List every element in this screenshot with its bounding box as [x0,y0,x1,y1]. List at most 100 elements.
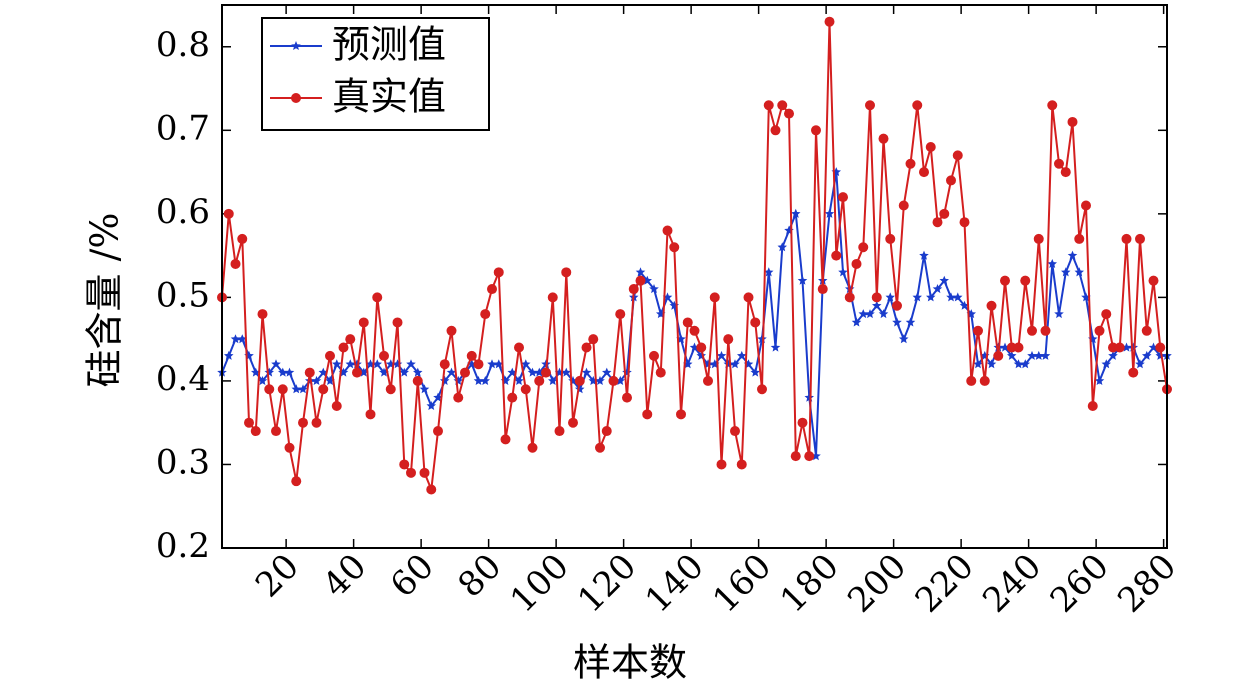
data-point [1061,267,1071,277]
data-point [662,225,673,236]
data-point [1142,350,1152,360]
data-point [649,284,659,294]
data-point [507,392,518,403]
data-point [1155,342,1166,353]
data-point [919,167,929,178]
data-point [480,375,490,385]
data-point [905,158,916,169]
data-point [1054,309,1064,319]
data-point [473,375,484,385]
data-point [885,233,896,244]
data-point [446,325,457,336]
data-point [581,367,592,377]
data-point [1013,359,1024,369]
data-point [986,300,997,311]
data-point [1034,350,1044,360]
plot-frame [221,4,1168,549]
data-point [743,292,754,303]
data-point [757,334,767,344]
data-point [959,217,970,228]
data-point [912,292,922,302]
data-point [433,426,443,437]
data-point [561,267,572,278]
data-point [271,426,281,437]
data-point [1007,350,1017,360]
data-point [770,342,781,352]
data-point [817,284,828,295]
data-point [453,392,464,403]
data-point [1013,342,1024,353]
data-point [750,367,760,377]
data-point [466,350,477,361]
x-tick-label: 220 [908,546,982,620]
data-point [608,375,619,386]
data-point [932,217,943,228]
data-point [527,442,538,453]
data-point [271,359,281,369]
data-point [811,125,821,136]
data-point [730,426,740,437]
data-point [446,367,457,377]
data-point [332,359,342,369]
data-point [244,350,254,360]
data-point [925,142,936,153]
data-point [1121,342,1132,352]
data-point [406,359,416,369]
data-point [574,375,585,386]
data-point [284,442,295,453]
data-point [878,133,889,144]
data-point [1135,233,1145,244]
data-point [696,342,707,353]
data-point [1094,325,1105,336]
x-tick-label: 80 [450,546,509,605]
data-point [372,359,382,369]
data-point [548,375,558,385]
legend-label: 真实值 [332,75,446,119]
data-point [480,309,491,320]
data-point [662,292,673,302]
data-point [1148,342,1159,352]
data-point [392,317,403,328]
data-point [264,367,274,377]
data-point [399,367,409,377]
legend-label: 预测值 [332,23,446,67]
data-point [304,367,315,378]
data-point [838,267,848,277]
data-point [338,342,349,353]
data-point [419,467,430,478]
data-point [1020,275,1031,286]
data-point [1121,233,1132,244]
data-point [966,375,977,386]
x-tick-label: 160 [705,546,779,620]
data-point [413,367,423,377]
y-tick-label: 0.5 [156,275,210,315]
data-point [655,367,666,378]
data-point [764,267,774,277]
data-point [784,225,794,235]
data-point [824,16,835,27]
data-point [500,375,511,385]
data-point [1101,359,1111,369]
data-point [851,258,862,269]
data-point [709,292,720,303]
x-tick-label: 60 [383,546,442,605]
data-point [1040,350,1051,360]
data-point [831,250,842,261]
data-point [250,426,261,437]
data-point [372,292,383,303]
x-tick-label: 280 [1110,546,1184,620]
data-point [1074,233,1085,244]
data-point [352,359,362,369]
data-point [460,367,470,378]
data-point [325,350,335,361]
y-tick-label: 0.6 [156,192,210,232]
data-point [494,359,504,369]
data-point [257,375,268,385]
data-point [919,250,929,260]
data-point [615,309,626,320]
data-point [473,359,484,370]
data-point [649,350,659,361]
data-point [264,384,275,395]
data-point [331,400,342,411]
data-point [1027,325,1037,336]
